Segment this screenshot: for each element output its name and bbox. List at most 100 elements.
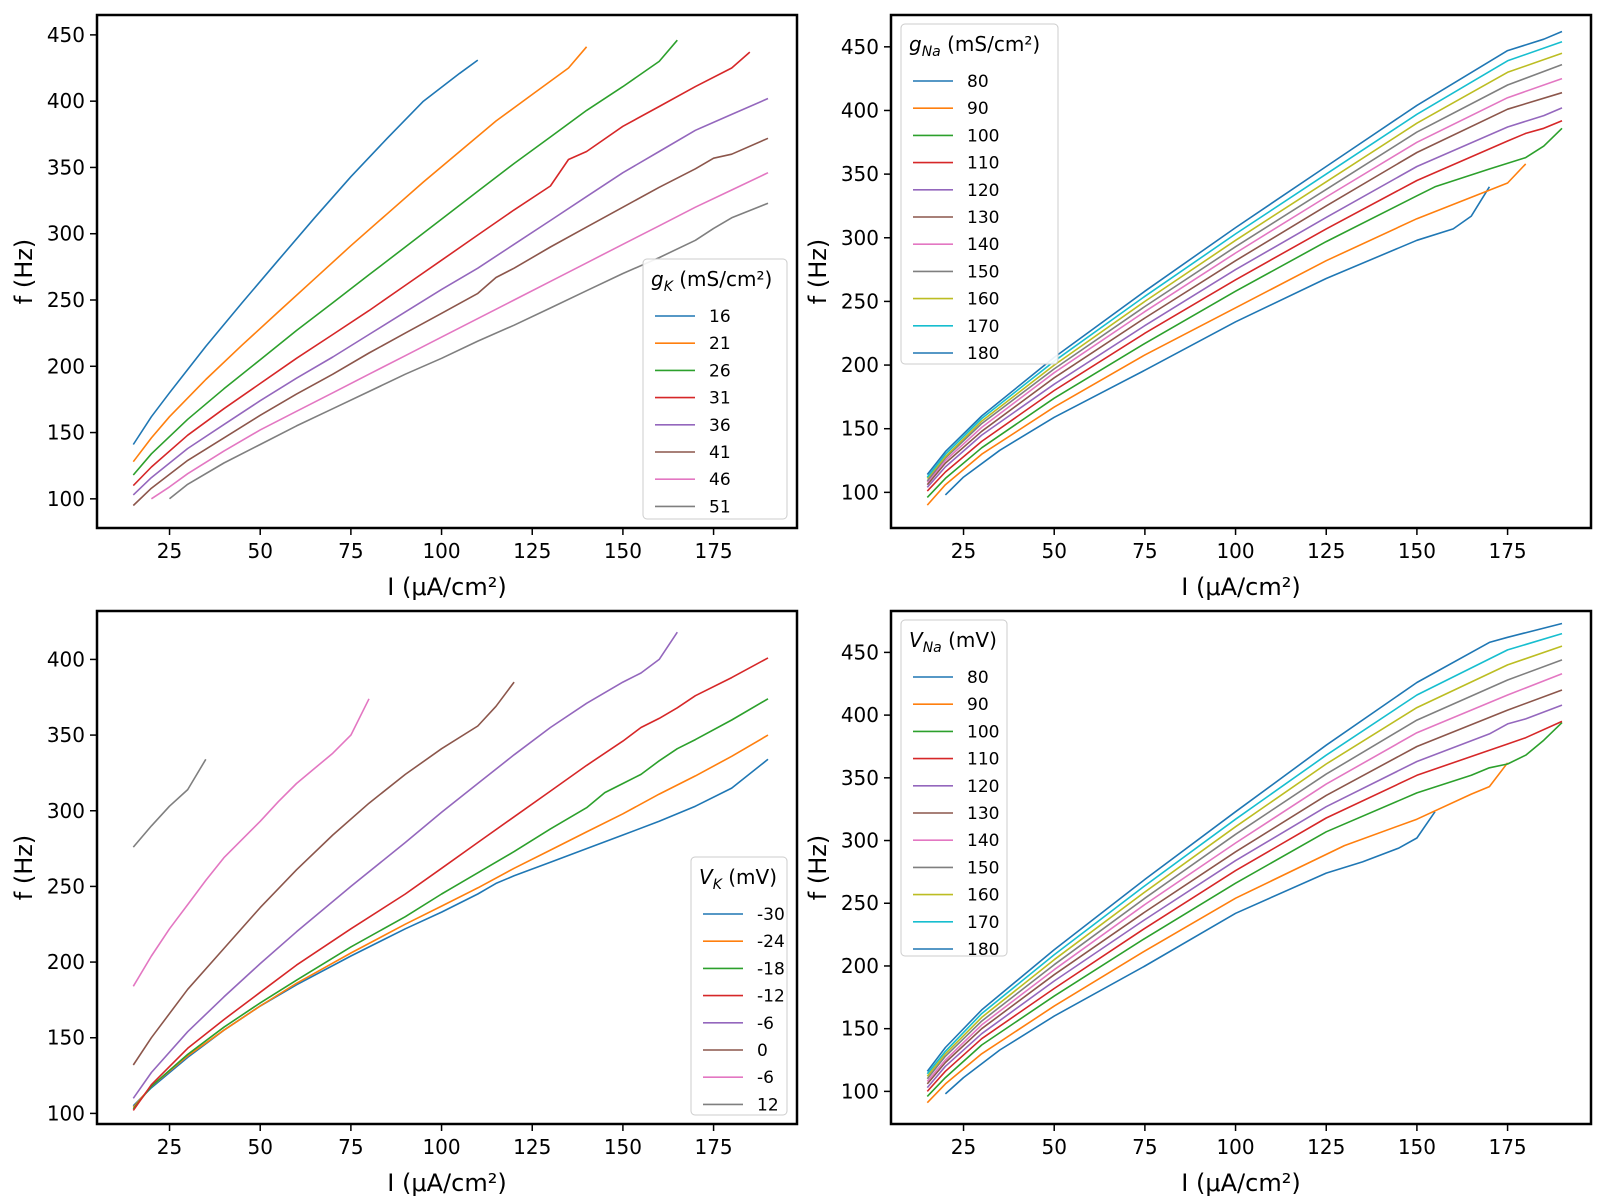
y-axis-label: f (Hz) <box>10 239 38 304</box>
legend-entry: 160 <box>967 886 999 906</box>
series-line--24 <box>132 734 769 1108</box>
y-axis-label: f (Hz) <box>10 835 38 900</box>
series-line-12 <box>132 758 207 848</box>
legend-entry: -6 <box>757 1014 774 1034</box>
legend-entry: 80 <box>967 668 989 688</box>
series-line-100 <box>926 127 1563 498</box>
x-tick-label: 150 <box>604 539 642 563</box>
series-line-170 <box>926 632 1563 1075</box>
series-line--30 <box>132 758 769 1107</box>
chart-panel-2: 25 50 75 100 125 150 175 100 150 200 250 300 350 400 4… <box>804 13 1593 601</box>
chart-panel-4: 25 50 75 100 125 150 175 100 150 200 250 300 350 400 4… <box>804 609 1593 1197</box>
series-line-120 <box>926 107 1563 488</box>
legend-entry: -18 <box>757 959 785 979</box>
legend-entry: 41 <box>709 443 731 463</box>
legend-entry: 90 <box>967 695 989 715</box>
series-line-170 <box>926 40 1563 478</box>
legend-title: gNa (mS/cm²) <box>909 32 1040 60</box>
series-line-150 <box>926 63 1563 482</box>
x-tick-label: 125 <box>513 539 551 563</box>
series-group <box>926 30 1563 506</box>
y-tick-label: 200 <box>841 353 879 377</box>
series-line-140 <box>926 672 1563 1082</box>
legend-entry: 31 <box>709 389 731 409</box>
x-tick-label: 100 <box>422 539 460 563</box>
y-tick-label: 350 <box>47 155 85 179</box>
legend-entry: 130 <box>967 804 999 824</box>
legend-entry: 180 <box>967 344 999 364</box>
y-tick-label: 350 <box>841 162 879 186</box>
x-tick-label: 150 <box>1398 539 1436 563</box>
legend-entry: 90 <box>967 99 989 119</box>
x-axis-label: I (μA/cm²) <box>1181 573 1300 601</box>
x-tick-label: 100 <box>1216 1135 1254 1159</box>
y-tick-label: 150 <box>47 421 85 445</box>
legend-entry: 26 <box>709 361 731 381</box>
series-line-80 <box>944 811 1436 1095</box>
x-tick-label: 175 <box>1488 539 1526 563</box>
series-line-140 <box>926 77 1563 483</box>
x-tick-label: 75 <box>1132 1135 1157 1159</box>
series-line-36 <box>132 97 769 496</box>
series-line-46 <box>150 171 769 500</box>
legend-title: gK (mS/cm²) <box>651 267 772 295</box>
legend-entry: 160 <box>967 290 999 310</box>
legend-entry: 0 <box>757 1041 768 1061</box>
y-tick-label: 450 <box>841 35 879 59</box>
x-tick-label: 50 <box>247 539 272 563</box>
series-line-180 <box>926 622 1563 1072</box>
y-tick-label: 100 <box>841 480 879 504</box>
legend-entry: 80 <box>967 72 989 92</box>
x-tick-label: 175 <box>1488 1135 1526 1159</box>
legend-entry: 180 <box>967 940 999 960</box>
series-line-160 <box>926 645 1563 1077</box>
series-line-110 <box>926 119 1563 492</box>
series-line-130 <box>926 689 1563 1085</box>
plot-frame <box>95 13 799 530</box>
series-line-21 <box>132 46 588 463</box>
y-tick-label: 450 <box>47 23 85 47</box>
x-tick-label: 175 <box>694 539 732 563</box>
series-line-180 <box>926 30 1563 475</box>
series-line-90 <box>926 163 1527 506</box>
x-tick-label: 100 <box>422 1135 460 1159</box>
x-tick-label: 25 <box>157 1135 182 1159</box>
y-tick-label: 300 <box>47 222 85 246</box>
series-group <box>926 622 1563 1104</box>
series-line-31 <box>132 51 751 487</box>
plot-frame <box>889 609 1593 1126</box>
legend-entry: 46 <box>709 470 731 490</box>
y-tick-label: 250 <box>47 874 85 898</box>
legend-entry: 170 <box>967 317 999 337</box>
y-axis-label: f (Hz) <box>804 239 832 304</box>
series-line-41 <box>132 137 769 507</box>
y-tick-label: 150 <box>841 1017 879 1041</box>
y-tick-label: 300 <box>841 226 879 250</box>
series-line-130 <box>926 91 1563 486</box>
x-tick-label: 50 <box>1041 539 1066 563</box>
series-line--6 <box>132 631 678 1099</box>
legend-entry: -24 <box>757 932 785 952</box>
series-line-150 <box>926 659 1563 1080</box>
x-tick-label: 125 <box>1307 539 1345 563</box>
legend-entry: 120 <box>967 777 999 797</box>
legend-entry: 21 <box>709 334 731 354</box>
x-tick-label: 100 <box>1216 539 1254 563</box>
series-group <box>132 631 769 1111</box>
legend-entry: 51 <box>709 497 731 517</box>
y-tick-label: 100 <box>47 1101 85 1125</box>
x-tick-label: 150 <box>604 1135 642 1159</box>
legend-entry: 100 <box>967 722 999 742</box>
legend-entry: 110 <box>967 154 999 174</box>
y-tick-label: 200 <box>841 954 879 978</box>
legend-entry: 120 <box>967 181 999 201</box>
legend-entry: 170 <box>967 913 999 933</box>
legend-entry: 140 <box>967 235 999 255</box>
chart-panel-1: 25 50 75 100 125 150 175 100 150 200 250 300 350 400 4… <box>10 13 799 601</box>
legend-entry: 12 <box>757 1095 779 1115</box>
y-tick-label: 100 <box>47 487 85 511</box>
legend-entry: 36 <box>709 416 731 436</box>
y-tick-label: 400 <box>47 647 85 671</box>
series-line-26 <box>132 39 678 476</box>
legend-entry: 110 <box>967 750 999 770</box>
